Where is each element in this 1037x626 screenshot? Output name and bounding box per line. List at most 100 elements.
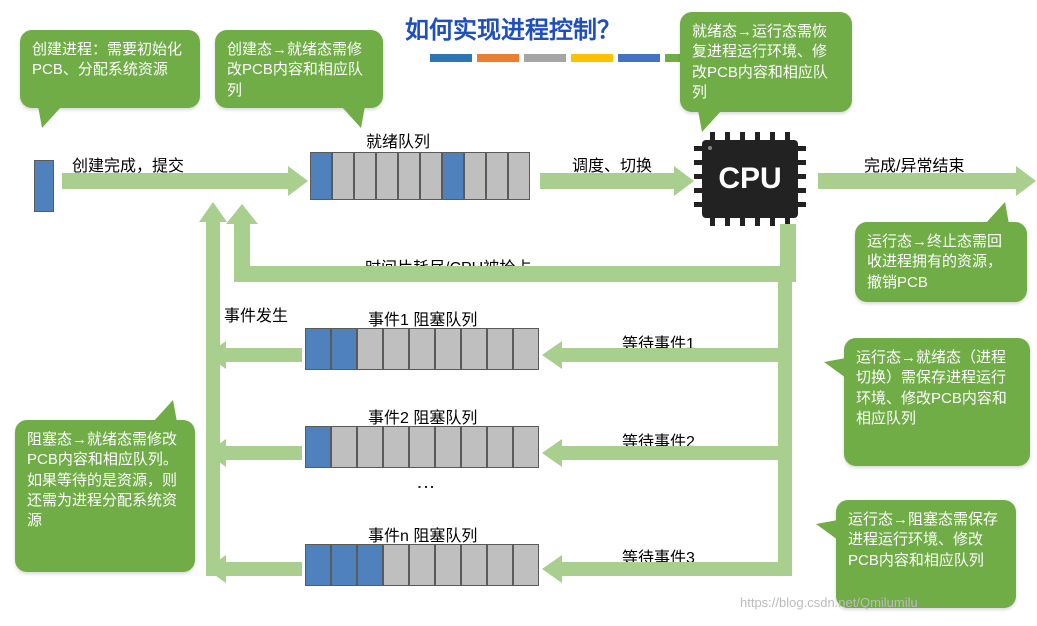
queue-cell [305,328,331,370]
queue-cell [310,152,332,200]
arrow-event2 [206,439,302,467]
block-queue-n [305,544,539,586]
callout-to-ready2-text: 运行态→就绪态（进程切换）需保存进程运行环境、修改PCB内容和相应队列 [856,349,1007,427]
callout-tail [153,400,177,422]
ready-queue-label: 就绪队列 [366,128,430,152]
cpu-pin [755,132,760,140]
callout-create-text: 创建进程：需要初始化PCB、分配系统资源 [32,41,182,78]
cpu-pin [798,188,806,193]
block-queue-n-label: 事件n 阻塞队列 [368,522,477,546]
color-bar-segment [618,54,660,62]
color-bar-segment [571,54,613,62]
vertical-dots: ⋮ [415,478,437,496]
callout-tail [698,110,722,132]
arrow-event-up [199,202,227,576]
block-queue-1-label: 事件1 阻塞队列 [368,306,477,330]
ready-queue [310,152,530,200]
label-finish: 完成/异常结束 [864,152,964,176]
cpu-pin [770,132,775,140]
queue-cell [331,426,357,468]
queue-cell [487,544,513,586]
queue-cell [513,544,539,586]
queue-cell [435,544,461,586]
queue-cell [442,152,464,200]
arrow-event1 [206,341,302,369]
cpu-pin [798,146,806,151]
queue-cell [487,328,513,370]
block-queue-2 [305,426,539,468]
arrow-eventn [206,555,302,583]
queue-cell [331,328,357,370]
queue-cell [461,426,487,468]
queue-cell [461,544,487,586]
label-event-occur: 事件发生 [224,302,288,326]
queue-cell [383,328,409,370]
queue-cell [486,152,508,200]
queue-cell [354,152,376,200]
cpu-pin [770,218,775,226]
block-queue-1 [305,328,539,370]
callout-to-end: 运行态→终止态需回收进程拥有的资源，撤销PCB [855,222,1027,302]
callout-to-run: 就绪态→运行态需恢复进程运行环境、修改PCB内容和相应队列 [680,12,852,112]
callout-tail [824,358,846,378]
label-dispatch: 调度、切换 [572,152,652,176]
queue-cell [435,328,461,370]
callout-tail [816,520,838,540]
queue-cell [357,328,383,370]
callout-to-ready: 创建态→就绪态需修改PCB内容和相应队列 [215,30,383,108]
color-bar-segment [430,54,472,62]
queue-cell [357,544,383,586]
label-submit: 创建完成，提交 [72,152,184,176]
queue-cell [487,426,513,468]
queue-cell [332,152,354,200]
watermark: https://blog.csdn.net/Qmilumilu [740,595,918,610]
queue-cell [409,328,435,370]
queue-cell [383,426,409,468]
label-wait3: 等待事件3 [622,544,695,568]
cpu-pin [694,202,702,207]
callout-to-block: 运行态→阻塞态需保存进程运行环境、修改PCB内容和相应队列 [836,500,1016,608]
diagram-title: 如何实现进程控制？ [405,10,621,45]
cpu-pin [694,160,702,165]
new-process-block [34,160,54,212]
color-bar-segment [524,54,566,62]
cpu-pin [725,132,730,140]
queue-cell [461,328,487,370]
queue-cell [435,426,461,468]
callout-tail [985,202,1009,224]
queue-cell [305,544,331,586]
cpu-chip: CPU [702,140,798,218]
queue-cell [420,152,442,200]
queue-cell [513,426,539,468]
title-color-bar [430,54,707,62]
label-wait2: 等待事件2 [622,428,695,452]
label-preempt: 时间片耗尽/CPU被抢占 [365,254,531,278]
cpu-pin [725,218,730,226]
callout-to-run-text: 就绪态→运行态需恢复进程运行环境、修改PCB内容和相应队列 [692,23,828,101]
cpu-pin [798,174,806,179]
queue-cell [305,426,331,468]
cpu-pin [740,132,745,140]
cpu-pin [710,132,715,140]
queue-cell [357,426,383,468]
callout-to-ready2: 运行态→就绪态（进程切换）需保存进程运行环境、修改PCB内容和相应队列 [844,338,1030,466]
queue-cell [409,426,435,468]
callout-tail [341,106,365,128]
arrow-cpu-trunk [778,282,792,576]
cpu-pin [710,218,715,226]
queue-cell [508,152,530,200]
cpu-pin [694,174,702,179]
queue-cell [376,152,398,200]
cpu-pin [694,146,702,151]
callout-create: 创建进程：需要初始化PCB、分配系统资源 [20,30,200,108]
cpu-pin [755,218,760,226]
callout-to-ready-text: 创建态→就绪态需修改PCB内容和相应队列 [227,41,363,99]
cpu-pin [798,160,806,165]
callout-to-block-text: 运行态→阻塞态需保存进程运行环境、修改PCB内容和相应队列 [848,511,998,569]
cpu-pin [740,218,745,226]
cpu-label: CPU [718,162,781,196]
queue-cell [383,544,409,586]
cpu-corner-dot [708,146,712,150]
cpu-pin [694,188,702,193]
color-bar-segment [477,54,519,62]
